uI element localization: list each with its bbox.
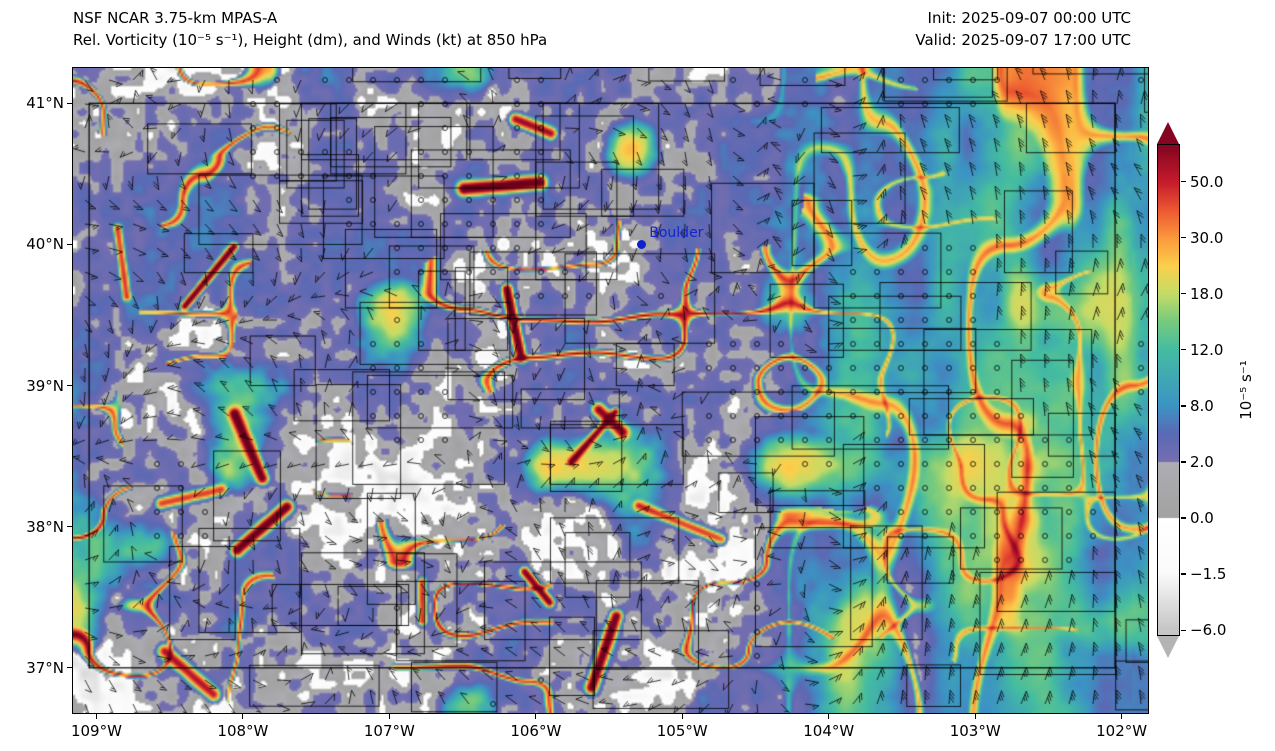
y-axis-tick-mark xyxy=(67,667,72,669)
y-axis-tick-mark xyxy=(67,243,72,245)
x-axis-tick-label: 103°W xyxy=(949,722,1001,740)
field-title: Rel. Vorticity (10⁻⁵ s⁻¹), Height (dm), … xyxy=(73,31,548,49)
colorbar-tick-mark xyxy=(1181,573,1186,575)
colorbar-tick-mark xyxy=(1181,349,1186,351)
colorbar-extend-max-arrow xyxy=(1157,122,1179,144)
x-axis-tick-label: 108°W xyxy=(217,722,269,740)
y-axis-tick-label: 38°N xyxy=(26,517,64,536)
colorbar-tick-mark xyxy=(1181,405,1186,407)
y-axis-tick-label: 41°N xyxy=(26,94,64,113)
colorbar-tick-label: 50.0 xyxy=(1190,172,1224,191)
colorbar-tick-label: 18.0 xyxy=(1190,284,1224,303)
x-axis-tick-label: 104°W xyxy=(803,722,855,740)
colorbar-tick-mark xyxy=(1181,181,1186,183)
vorticity-map-canvas xyxy=(73,68,1148,713)
colorbar-tick-label: 8.0 xyxy=(1190,396,1214,415)
x-axis-tick-mark xyxy=(1121,714,1123,719)
x-axis-tick-mark xyxy=(828,714,830,719)
y-axis-tick-label: 40°N xyxy=(26,235,64,254)
colorbar-tick-mark xyxy=(1181,461,1186,463)
x-axis-tick-mark xyxy=(242,714,244,719)
x-axis-tick-mark xyxy=(388,714,390,719)
x-axis-tick-label: 107°W xyxy=(363,722,415,740)
x-axis-tick-label: 102°W xyxy=(1096,722,1148,740)
y-axis-tick-label: 37°N xyxy=(26,658,64,677)
x-axis-tick-label: 106°W xyxy=(510,722,562,740)
valid-time-label: Valid: 2025-09-07 17:00 UTC xyxy=(915,31,1131,49)
colorbar-tick-mark xyxy=(1181,517,1186,519)
map-plot-area: Boulder xyxy=(72,67,1149,714)
colorbar-tick-mark xyxy=(1181,293,1186,295)
colorbar-unit-label: 10⁻⁵ s⁻¹ xyxy=(1237,360,1255,420)
x-axis-tick-mark xyxy=(974,714,976,719)
x-axis-tick-mark xyxy=(535,714,537,719)
y-axis-tick-mark xyxy=(67,526,72,528)
y-axis-tick-mark xyxy=(67,102,72,104)
x-axis-tick-label: 105°W xyxy=(656,722,708,740)
colorbar-tick-mark xyxy=(1181,237,1186,239)
colorbar xyxy=(1157,144,1180,636)
colorbar-tick-label: 30.0 xyxy=(1190,228,1224,247)
colorbar-tick-label: 2.0 xyxy=(1190,452,1214,471)
x-axis-tick-mark xyxy=(95,714,98,719)
colorbar-tick-mark xyxy=(1181,629,1186,631)
y-axis-tick-label: 39°N xyxy=(26,376,64,395)
model-title: NSF NCAR 3.75-km MPAS-A xyxy=(73,9,278,27)
boulder-label: Boulder xyxy=(649,225,704,242)
colorbar-tick-label: −6.0 xyxy=(1190,621,1227,640)
init-time-label: Init: 2025-09-07 00:00 UTC xyxy=(927,9,1131,27)
boulder-marker-dot xyxy=(636,239,646,249)
colorbar-extend-min-arrow xyxy=(1157,636,1179,658)
colorbar-tick-label: 0.0 xyxy=(1190,509,1214,527)
colorbar-gradient xyxy=(1158,145,1179,635)
colorbar-tick-label: 12.0 xyxy=(1190,340,1224,359)
y-axis-tick-mark xyxy=(67,384,72,387)
x-axis-tick-mark xyxy=(681,714,683,719)
colorbar-tick-label: −1.5 xyxy=(1190,565,1227,584)
x-axis-tick-label: 109°W xyxy=(70,722,122,740)
